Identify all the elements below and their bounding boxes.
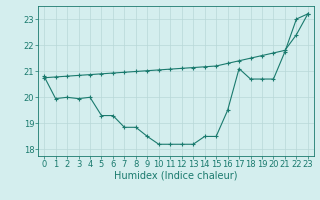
X-axis label: Humidex (Indice chaleur): Humidex (Indice chaleur) <box>114 171 238 181</box>
